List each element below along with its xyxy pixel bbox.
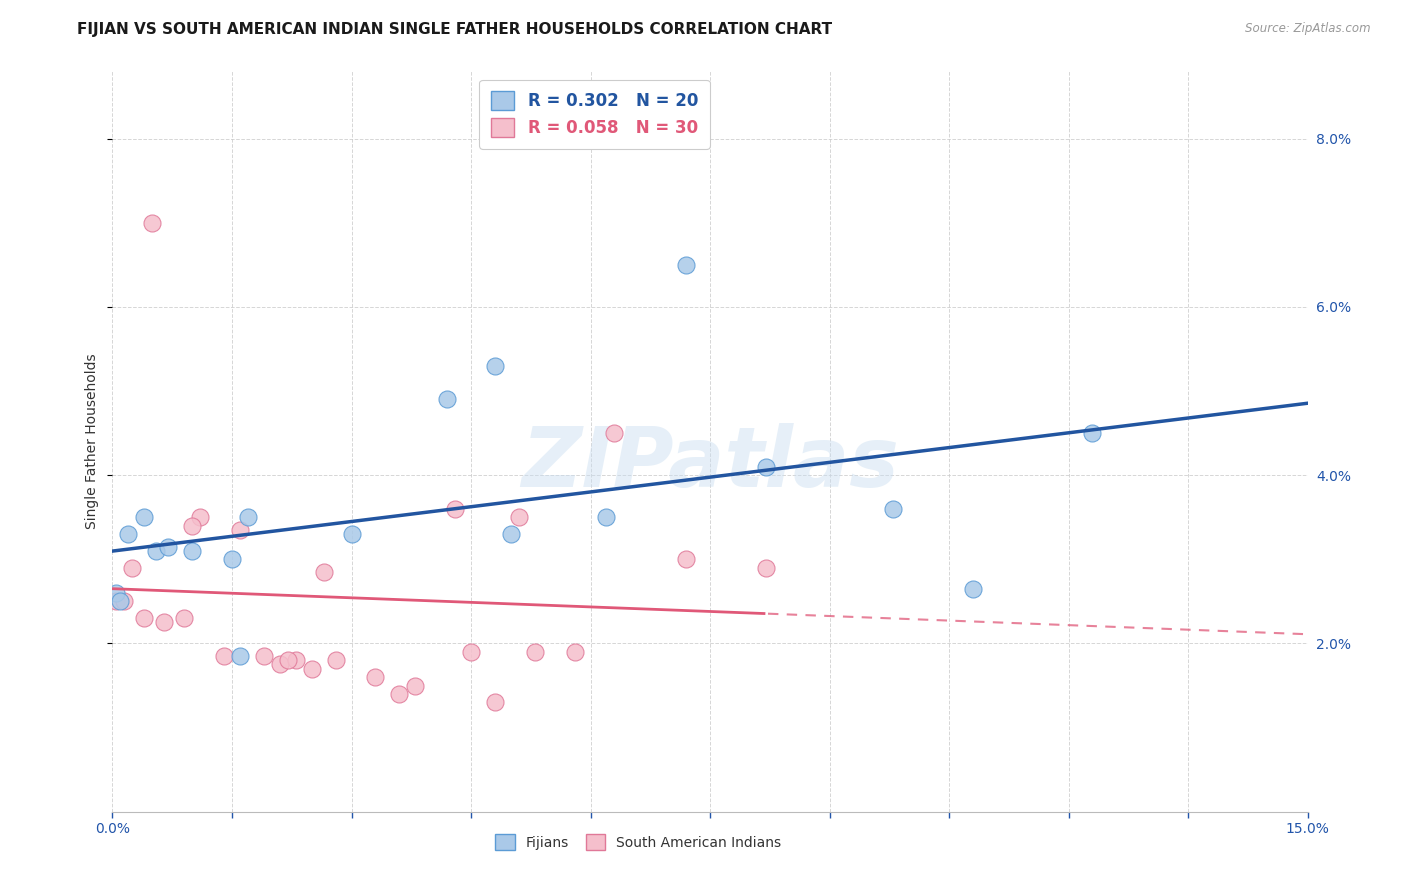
- Point: [105, 586, 128, 600]
- Point: [284, 653, 307, 667]
- Point: [460, 645, 482, 659]
- Text: FIJIAN VS SOUTH AMERICAN INDIAN SINGLE FATHER HOUSEHOLDS CORRELATION CHART: FIJIAN VS SOUTH AMERICAN INDIAN SINGLE F…: [77, 22, 832, 37]
- Point: [157, 540, 180, 554]
- Point: [484, 359, 506, 373]
- Point: [114, 594, 135, 608]
- Point: [221, 552, 243, 566]
- Point: [564, 645, 586, 659]
- Point: [117, 527, 139, 541]
- Point: [145, 544, 167, 558]
- Point: [523, 645, 546, 659]
- Point: [253, 649, 276, 664]
- Point: [134, 611, 156, 625]
- Point: [388, 687, 411, 701]
- Point: [212, 649, 235, 664]
- Point: [484, 695, 506, 709]
- Point: [121, 560, 143, 574]
- Point: [153, 615, 176, 630]
- Point: [755, 459, 778, 474]
- Point: [269, 657, 291, 672]
- Point: [755, 560, 778, 574]
- Point: [436, 392, 458, 407]
- Point: [301, 662, 323, 676]
- Point: [188, 510, 211, 524]
- Point: [325, 653, 347, 667]
- Point: [675, 552, 697, 566]
- Point: [181, 544, 204, 558]
- Point: [134, 510, 156, 524]
- Point: [229, 649, 252, 664]
- Point: [110, 594, 132, 608]
- Point: [603, 426, 626, 441]
- Point: [595, 510, 617, 524]
- Point: [229, 523, 252, 537]
- Point: [173, 611, 195, 625]
- Point: [962, 582, 984, 596]
- Point: [1081, 426, 1104, 441]
- Y-axis label: Single Father Households: Single Father Households: [86, 354, 100, 529]
- Point: [141, 216, 163, 230]
- Point: [105, 594, 128, 608]
- Point: [312, 565, 335, 579]
- Point: [340, 527, 363, 541]
- Point: [364, 670, 387, 684]
- Point: [508, 510, 530, 524]
- Point: [675, 258, 697, 272]
- Legend: Fijians, South American Indians: Fijians, South American Indians: [488, 828, 789, 856]
- Point: [444, 501, 467, 516]
- Point: [404, 679, 426, 693]
- Text: ZIPatlas: ZIPatlas: [522, 423, 898, 504]
- Point: [277, 653, 299, 667]
- Point: [882, 501, 904, 516]
- Text: Source: ZipAtlas.com: Source: ZipAtlas.com: [1246, 22, 1371, 36]
- Point: [499, 527, 522, 541]
- Point: [236, 510, 259, 524]
- Point: [181, 518, 204, 533]
